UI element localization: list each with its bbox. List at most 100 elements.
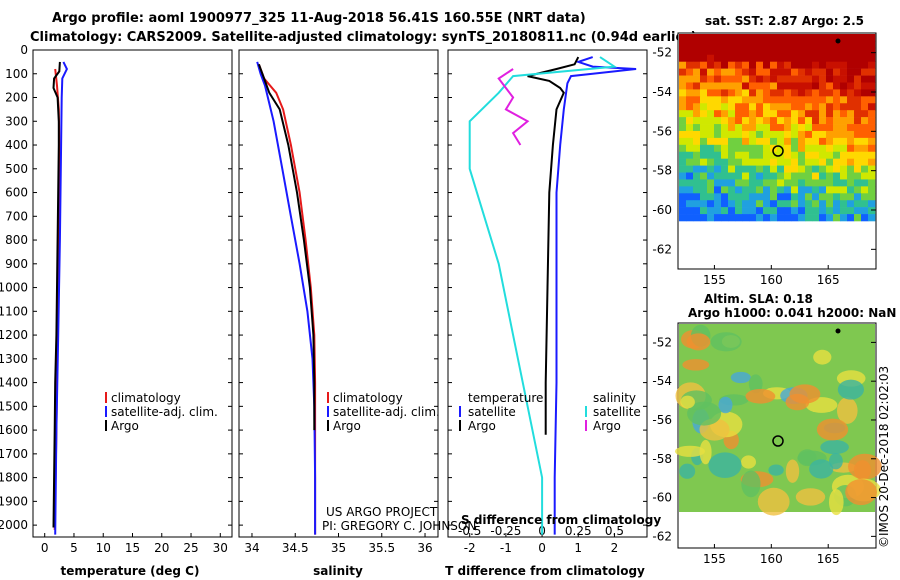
sst-cell <box>679 61 687 69</box>
sst-cell <box>861 54 869 63</box>
float-track-marker <box>835 328 841 334</box>
sst-cell <box>847 124 855 132</box>
sst-cell <box>819 110 827 118</box>
sst-cell <box>679 47 687 56</box>
sst-cell <box>742 124 750 132</box>
sst-cell <box>742 96 750 104</box>
sst-cell <box>714 47 722 56</box>
sst-cell <box>819 214 827 222</box>
sst-cell <box>686 103 694 111</box>
sst-cell <box>812 68 820 76</box>
sst-cell <box>798 207 806 215</box>
sst-cell <box>854 117 862 125</box>
sst-cell <box>868 165 876 173</box>
sst-cell <box>798 172 806 180</box>
sst-cell <box>854 110 862 118</box>
lon-tick-label: 165 <box>817 552 840 566</box>
sst-cell <box>735 54 743 63</box>
sst-cell <box>854 172 862 180</box>
x-tick-label: 34.5 <box>282 541 309 555</box>
sst-cell <box>756 75 764 83</box>
salinity-difference-top-label: S difference from climatology <box>461 513 661 527</box>
sst-cell <box>777 124 785 132</box>
sst-cell <box>756 34 764 42</box>
sst-cell <box>812 117 820 125</box>
sst-cell <box>854 193 862 201</box>
sst-cell <box>798 103 806 111</box>
sst-cell <box>833 144 841 153</box>
sst-cell <box>868 124 876 132</box>
sst-cell <box>700 165 708 173</box>
sst-cell <box>798 179 806 187</box>
legend-argo-swatch <box>105 420 107 431</box>
sst-cell <box>791 96 799 104</box>
sst-cell <box>756 214 764 222</box>
sst-cell <box>868 172 876 180</box>
sst-cell <box>700 179 708 187</box>
sst-cell <box>763 68 771 76</box>
series-argo <box>257 63 316 431</box>
sst-cell <box>742 82 750 90</box>
sst-cell <box>707 179 715 187</box>
sst-cell <box>819 130 827 139</box>
sst-cell <box>763 47 771 56</box>
sst-cell <box>805 47 813 56</box>
sst-cell <box>763 82 771 90</box>
series-satellite-adj-clim- <box>54 61 69 535</box>
sst-cell <box>693 82 701 90</box>
sst-cell <box>784 47 792 56</box>
credit-text: ©IMOS 20-Dec-2018 02:02:03 <box>877 366 891 548</box>
sst-cell <box>742 158 750 166</box>
sst-cell <box>728 89 736 97</box>
sst-cell <box>749 124 757 132</box>
sst-cell <box>861 179 869 187</box>
sst-cell <box>861 193 869 201</box>
sst-cell <box>840 207 848 215</box>
sst-cell <box>791 165 799 173</box>
sst-cell <box>861 110 869 118</box>
sst-cell <box>679 179 687 187</box>
sst-cell <box>791 193 799 201</box>
sst-cell <box>826 110 834 118</box>
sst-cell <box>868 75 876 83</box>
sst-cell <box>805 124 813 132</box>
sst-cell <box>763 144 771 153</box>
lon-tick-label: 160 <box>760 273 783 287</box>
sst-cell <box>679 40 687 49</box>
temperature-plot-frame <box>32 49 233 538</box>
lat-tick-label: -56 <box>652 124 672 138</box>
sst-cell <box>679 151 687 159</box>
sst-cell <box>798 117 806 125</box>
sst-cell <box>854 158 862 166</box>
sst-map <box>679 34 876 222</box>
sst-cell <box>693 193 701 201</box>
sst-cell <box>721 40 729 49</box>
sla-anomaly-blob <box>757 487 790 516</box>
sst-cell <box>721 179 729 187</box>
sla-map-title: Altim. SLA: 0.18 <box>704 292 813 306</box>
sla-anomaly-blob <box>679 463 696 479</box>
sst-cell <box>700 34 708 42</box>
sst-cell <box>847 179 855 187</box>
sla-anomaly-blob <box>768 464 784 476</box>
sst-cell <box>840 193 848 201</box>
sst-cell <box>826 34 834 42</box>
sst-cell <box>868 207 876 215</box>
sst-cell <box>763 193 771 201</box>
sst-cell <box>686 89 694 97</box>
sst-cell <box>805 144 813 153</box>
sla-anomaly-blob <box>745 389 776 404</box>
sst-cell <box>861 89 869 97</box>
sst-cell <box>770 89 778 97</box>
sst-cell <box>770 207 778 215</box>
sst-cell <box>721 110 729 118</box>
x-tick-label: 36 <box>417 541 432 555</box>
sst-cell <box>805 96 813 104</box>
sst-cell <box>693 207 701 215</box>
x-tick-label: 10 <box>96 541 111 555</box>
sst-cell <box>847 96 855 104</box>
sla-anomaly-blob <box>837 379 865 400</box>
sst-cell <box>770 179 778 187</box>
sst-cell <box>798 110 806 118</box>
sst-cell <box>735 124 743 132</box>
